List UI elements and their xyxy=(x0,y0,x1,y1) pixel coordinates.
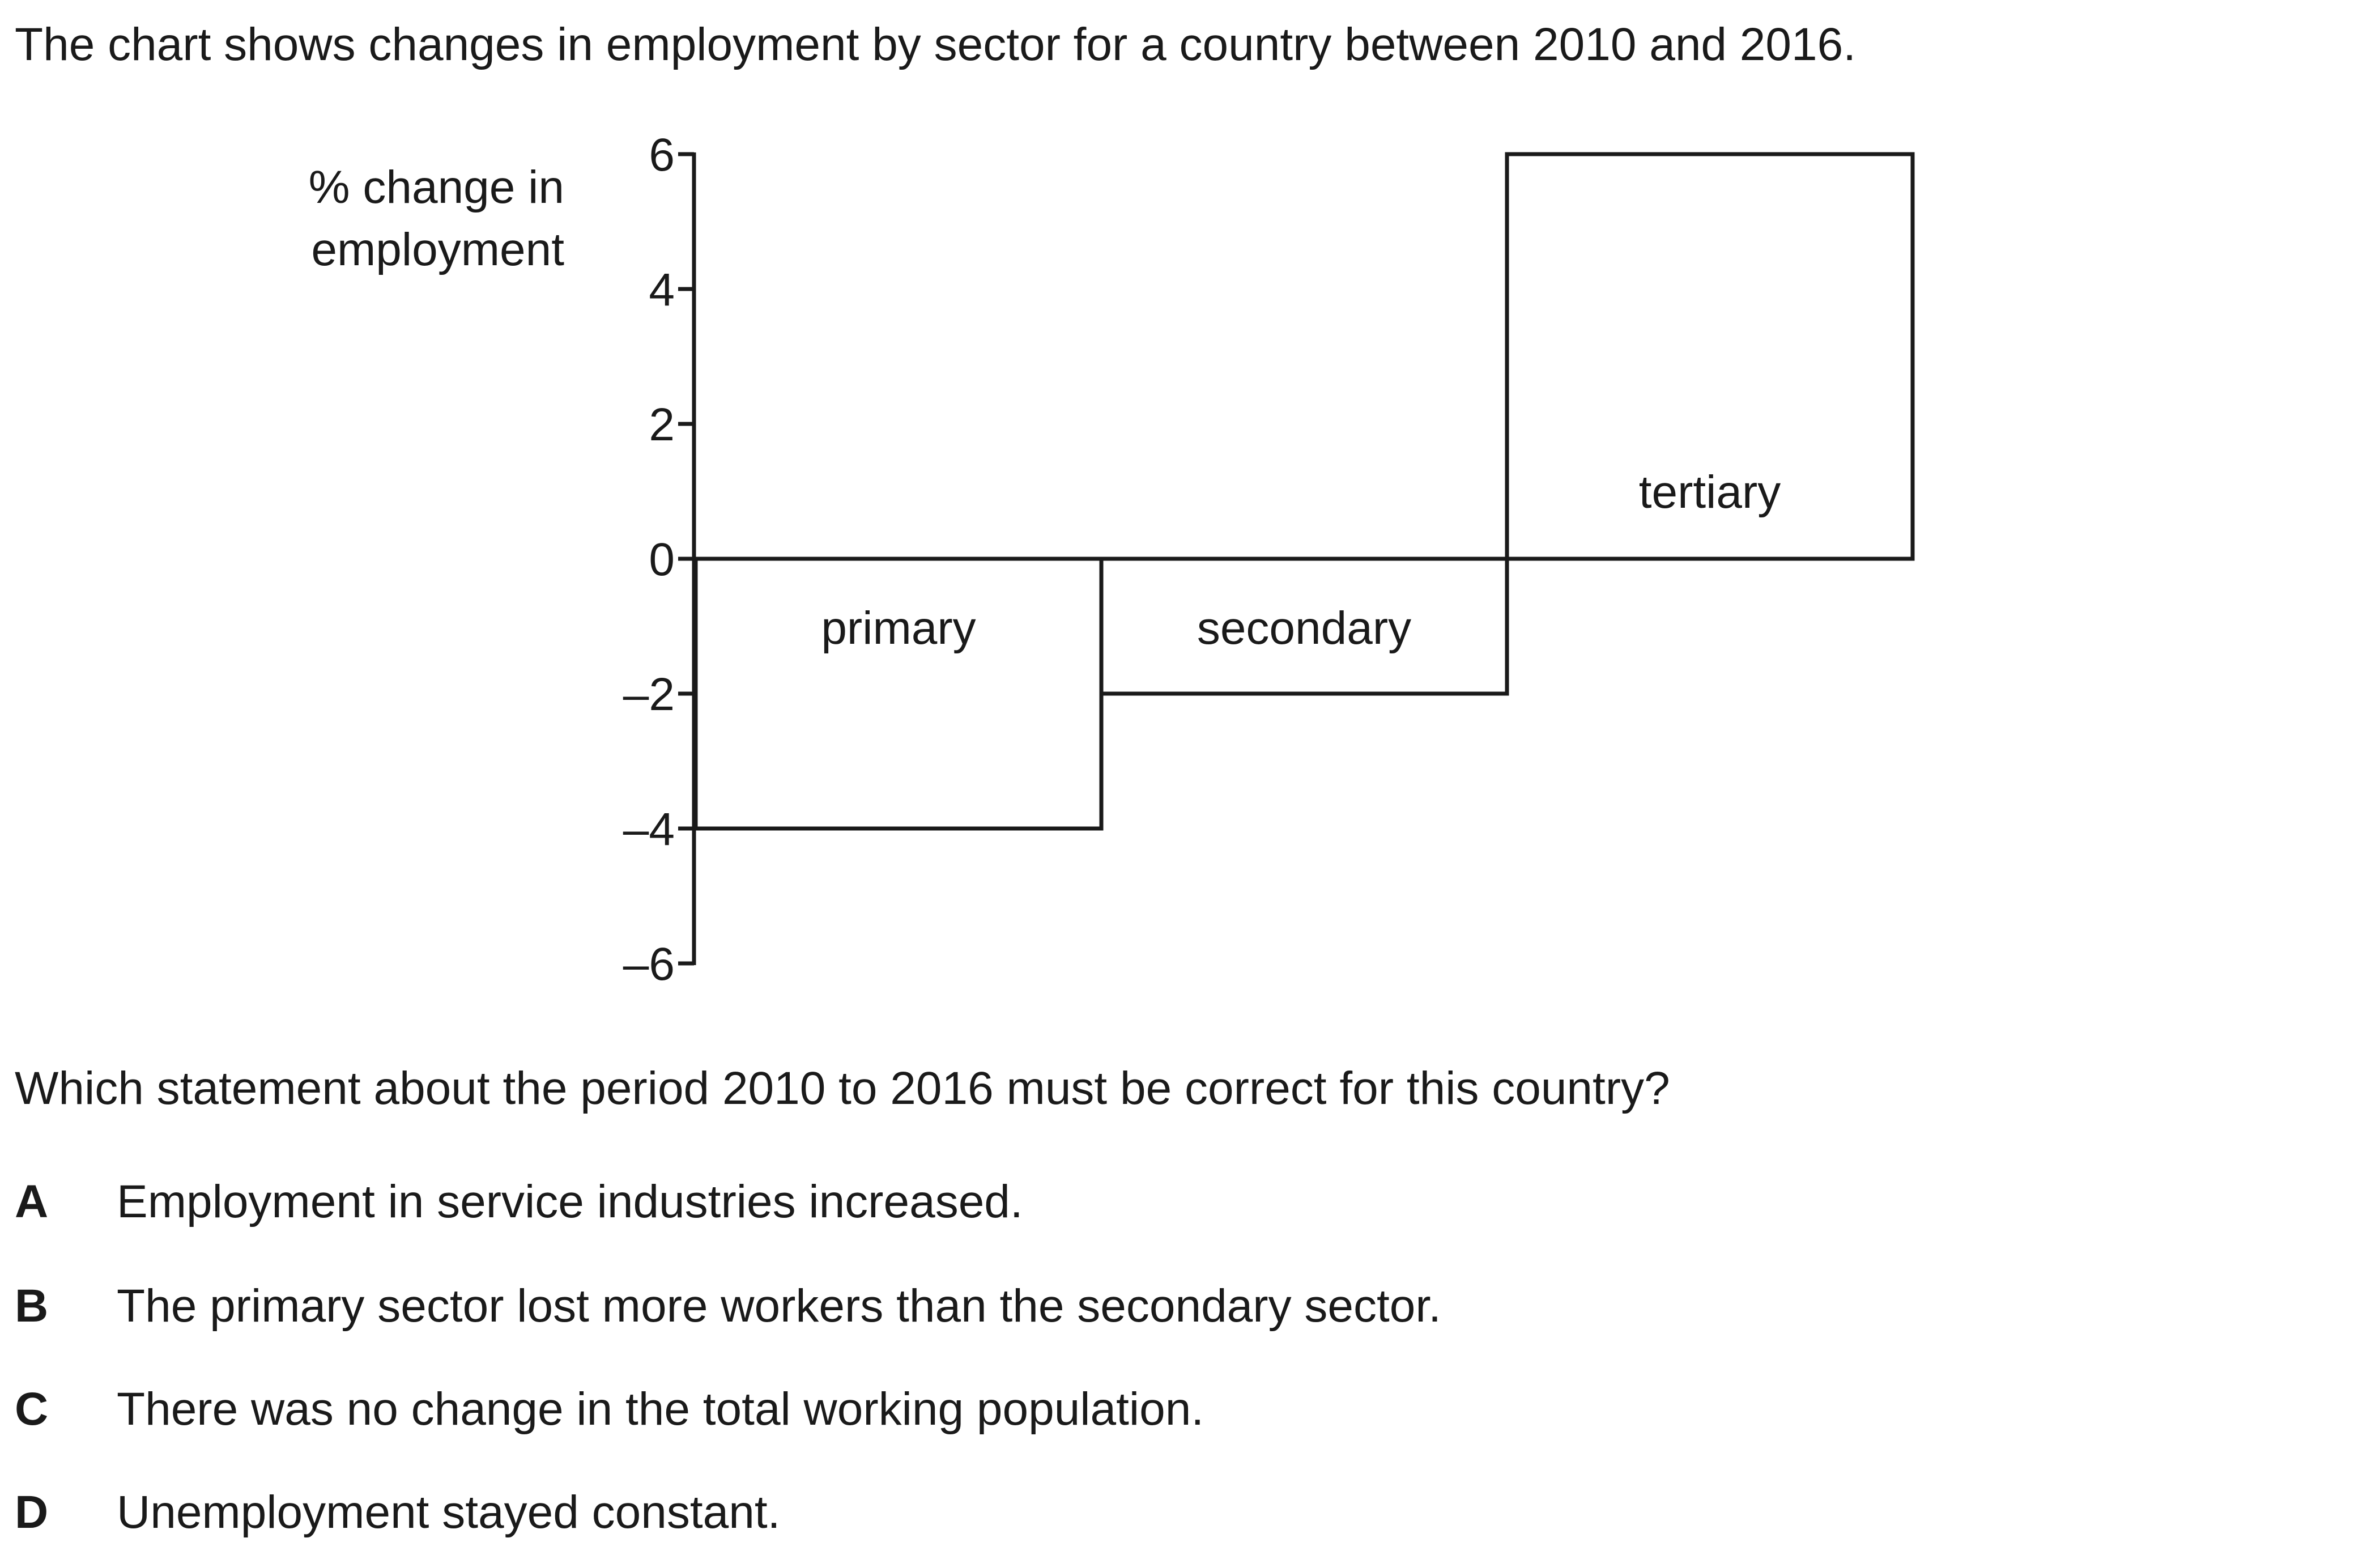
option-b-text: The primary sector lost more workers tha… xyxy=(117,1280,1441,1332)
option-c[interactable]: C There was no change in the total worki… xyxy=(15,1383,1204,1435)
y-axis-label-line-2: employment xyxy=(311,224,564,275)
option-d[interactable]: D Unemployment stayed constant. xyxy=(15,1486,780,1538)
option-a-text: Employment in service industries increas… xyxy=(117,1176,1023,1227)
y-tick-label: –2 xyxy=(623,669,675,720)
option-c-text: There was no change in the total working… xyxy=(117,1383,1204,1435)
y-axis-label-line-1: % change in xyxy=(309,162,564,213)
bar-label-secondary: secondary xyxy=(1197,602,1411,654)
option-b[interactable]: B The primary sector lost more workers t… xyxy=(15,1280,1441,1332)
bar-label-tertiary: tertiary xyxy=(1639,466,1781,518)
y-tick-label: –4 xyxy=(623,804,675,855)
option-d-text: Unemployment stayed constant. xyxy=(117,1486,781,1538)
y-tick-label: 0 xyxy=(649,534,675,585)
y-tick-label: 2 xyxy=(649,399,675,451)
y-tick-label: 4 xyxy=(649,264,675,316)
option-a[interactable]: A Employment in service industries incre… xyxy=(15,1176,1023,1227)
option-c-letter: C xyxy=(15,1383,49,1435)
question-text: Which statement about the period 2010 to… xyxy=(15,1063,1670,1114)
bar-primary xyxy=(693,557,1104,831)
bar-secondary xyxy=(1099,557,1509,696)
y-tick-label: –6 xyxy=(623,938,675,990)
employment-change-chart: % change in employment 6 4 2 0 –2 –4 –6 primar… xyxy=(309,129,1915,990)
option-d-letter: D xyxy=(15,1486,49,1538)
y-tick-label: 6 xyxy=(649,129,675,181)
bar-tertiary xyxy=(1505,152,1915,561)
intro-text: The chart shows changes in employment by… xyxy=(15,19,1857,70)
option-a-letter: A xyxy=(15,1176,49,1227)
option-b-letter: B xyxy=(15,1280,49,1332)
bar-label-primary: primary xyxy=(821,602,976,654)
